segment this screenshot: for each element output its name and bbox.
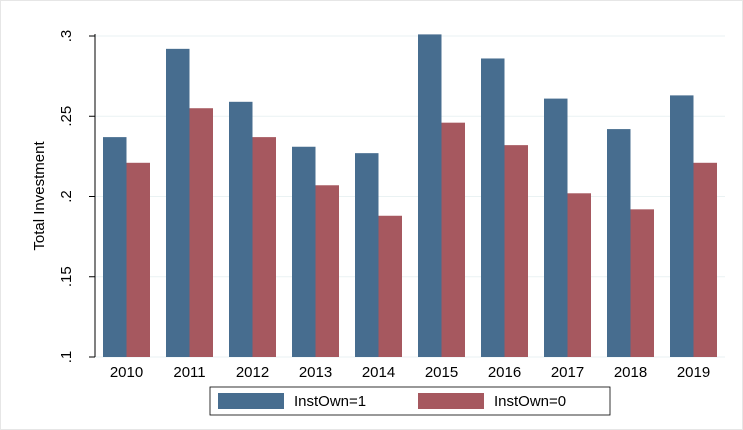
y-tick-label: .1 xyxy=(58,351,75,364)
bar xyxy=(567,193,591,357)
y-tick-label: .25 xyxy=(58,106,75,127)
bar xyxy=(418,34,442,358)
bar xyxy=(378,215,402,357)
bar xyxy=(693,162,717,357)
legend-swatch xyxy=(218,393,284,409)
legend-label: InstOwn=0 xyxy=(494,393,566,410)
bar xyxy=(229,101,253,358)
x-tick-label: 2016 xyxy=(488,364,521,381)
x-tick-label: 2015 xyxy=(425,364,458,381)
legend-label: InstOwn=1 xyxy=(294,393,366,410)
x-tick-label: 2019 xyxy=(677,364,710,381)
x-tick-label: 2014 xyxy=(362,364,395,381)
bar xyxy=(504,145,528,357)
bar xyxy=(441,122,465,357)
x-tick-label: 2017 xyxy=(551,364,584,381)
y-tick-label: .2 xyxy=(58,190,75,203)
bar xyxy=(670,95,694,357)
legend-swatch xyxy=(418,393,484,409)
y-tick-label: .15 xyxy=(58,266,75,287)
y-tick-label: .3 xyxy=(58,30,75,43)
bar xyxy=(292,146,316,357)
bar xyxy=(315,185,339,357)
bar xyxy=(103,137,127,357)
bar xyxy=(544,98,568,357)
x-tick-label: 2018 xyxy=(614,364,647,381)
bar xyxy=(607,129,631,357)
bar xyxy=(189,108,213,357)
bar xyxy=(481,58,505,357)
x-tick-label: 2012 xyxy=(236,364,269,381)
bar xyxy=(126,162,150,357)
x-tick-label: 2010 xyxy=(110,364,143,381)
x-tick-label: 2011 xyxy=(173,364,205,381)
bar xyxy=(252,137,276,357)
y-axis-title: Total Investment xyxy=(31,141,48,251)
x-tick-label: 2013 xyxy=(299,364,332,381)
bar xyxy=(166,48,190,358)
bar xyxy=(630,209,654,357)
bar xyxy=(355,153,379,357)
